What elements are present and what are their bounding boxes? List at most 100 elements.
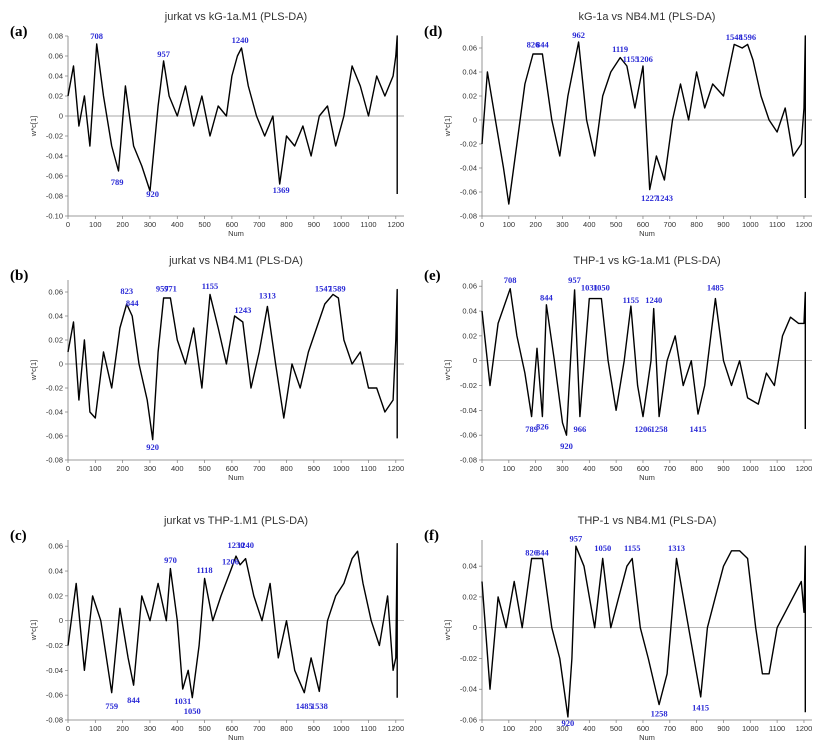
chart-b-xtick-label: 100 xyxy=(89,464,102,473)
chart-b-ytick-label: -0.06 xyxy=(46,432,63,441)
chart-b-annotation: 971 xyxy=(164,283,177,293)
chart-f-xtick-label: 1200 xyxy=(796,724,813,733)
chart-b-xtick-label: 1100 xyxy=(360,464,376,473)
chart-c-annotation: 1118 xyxy=(197,565,213,575)
chart-e-annotation: 1206 xyxy=(634,424,651,434)
chart-c-annotation: 1206 xyxy=(222,556,239,566)
chart-e-xtick-label: 0 xyxy=(480,464,484,473)
chart-b-xtick-label: 800 xyxy=(280,464,293,473)
chart-e-xtick-label: 300 xyxy=(556,464,569,473)
chart-c-xlabel: Num xyxy=(228,733,244,742)
chart-c-annotation: 1031 xyxy=(174,696,191,706)
chart-c-xtick-label: 500 xyxy=(198,724,211,733)
chart-b-xtick-label: 400 xyxy=(171,464,184,473)
chart-a-ytick-label: -0.06 xyxy=(46,172,63,181)
chart-a-ytick-label: 0.04 xyxy=(48,72,63,81)
chart-c-panel-label: (c) xyxy=(10,528,27,544)
chart-f-annotation: 1155 xyxy=(624,543,641,553)
chart-panel-f: (f) THP-1 vs NB4.M1 (PLS-DA) -0.06 -0.04 -0.… xyxy=(420,510,822,747)
chart-d-xtick-label: 700 xyxy=(664,220,677,229)
chart-e-ytick-label: 0.04 xyxy=(462,307,477,316)
chart-f-xtick-label: 800 xyxy=(690,724,703,733)
chart-a-annotation: 1240 xyxy=(232,35,249,45)
chart-a-xtick-label: 600 xyxy=(226,220,239,229)
chart-f-annotation: 1050 xyxy=(594,543,611,553)
chart-a-ytick-label: -0.02 xyxy=(46,132,63,141)
chart-c-xtick-label: 900 xyxy=(308,724,321,733)
chart-e-series-line-0 xyxy=(481,288,806,436)
chart-d-annotation: 844 xyxy=(536,39,550,49)
chart-e-ytick-label: 0 xyxy=(473,356,477,365)
chart-b-ytick-label: 0.04 xyxy=(48,312,63,321)
chart-b-annotation: 823 xyxy=(120,286,133,296)
chart-f-xtick-label: 700 xyxy=(664,724,677,733)
chart-b-xtick-label: 1000 xyxy=(333,464,350,473)
chart-d-ytick-label: -0.04 xyxy=(460,164,477,173)
chart-e-xlabel: Num xyxy=(639,473,655,482)
chart-f-xtick-label: 600 xyxy=(637,724,650,733)
chart-f-ytick-label: 0.04 xyxy=(462,562,477,571)
chart-f-xtick-label: 0 xyxy=(480,724,484,733)
chart-panel-c: (c) jurkat vs THP-1.M1 (PLS-DA) -0.08 -0.06… xyxy=(6,510,414,747)
chart-d-xtick-label: 800 xyxy=(690,220,703,229)
chart-f-series-line-0 xyxy=(481,545,806,718)
chart-d-xtick-label: 200 xyxy=(529,220,542,229)
chart-b-ytick-label: -0.04 xyxy=(46,408,63,417)
chart-b-xtick-label: 500 xyxy=(198,464,211,473)
chart-panel-e: (e) THP-1 vs kG-1a.M1 (PLS-DA) -0.08 -0.06 -… xyxy=(420,250,822,487)
chart-c-title: jurkat vs THP-1.M1 (PLS-DA) xyxy=(163,515,308,527)
chart-a-ytick-label: 0 xyxy=(59,112,63,121)
chart-e-ytick-label: -0.06 xyxy=(460,431,477,440)
chart-a-xtick-label: 900 xyxy=(308,220,321,229)
chart-c-xtick-label: 800 xyxy=(280,724,293,733)
chart-c-xtick-label: 1200 xyxy=(387,724,404,733)
chart-c-ytick-label: -0.02 xyxy=(46,641,63,650)
chart-f-annotation: 920 xyxy=(561,718,574,728)
chart-e-ytick-label: -0.08 xyxy=(460,456,477,465)
chart-a-xtick-label: 0 xyxy=(66,220,70,229)
chart-a-title: jurkat vs kG-1a.M1 (PLS-DA) xyxy=(164,11,307,23)
chart-a-xtick-label: 700 xyxy=(253,220,266,229)
chart-d-ytick-label: 0 xyxy=(473,116,477,125)
chart-f-annotation: 826 xyxy=(525,547,538,557)
chart-c-annotation: 970 xyxy=(164,555,177,565)
chart-d-xtick-label: 300 xyxy=(556,220,569,229)
chart-panel-a: (a) jurkat vs kG-1a.M1 (PLS-DA) -0.10 -0.08… xyxy=(6,6,414,243)
chart-a-annotation: 789 xyxy=(111,177,124,187)
chart-a-annotation: 957 xyxy=(157,49,171,59)
chart-c-ytick-label: 0 xyxy=(59,616,63,625)
chart-e-ytick-label: 0.06 xyxy=(462,282,477,291)
chart-d-ytick-label: -0.06 xyxy=(460,188,477,197)
chart-a-annotation: 708 xyxy=(90,31,103,41)
chart-e-xtick-label: 1200 xyxy=(796,464,813,473)
chart-c-ytick-label: -0.08 xyxy=(46,716,63,725)
chart-e-title: THP-1 vs kG-1a.M1 (PLS-DA) xyxy=(573,255,720,267)
chart-c-annotation: 1050 xyxy=(184,706,201,716)
chart-svg-d: (d) kG-1a vs NB4.M1 (PLS-DA) -0.08 -0.06 -0.… xyxy=(424,11,812,238)
chart-e-xtick-label: 900 xyxy=(717,464,730,473)
chart-e-annotation: 966 xyxy=(574,424,587,434)
chart-d-annotation: 826 xyxy=(527,39,540,49)
chart-c-ytick-label: -0.04 xyxy=(46,666,63,675)
chart-e-annotation: 844 xyxy=(540,293,554,303)
chart-d-annotation: 1155 xyxy=(623,54,640,64)
chart-panel-d: (d) kG-1a vs NB4.M1 (PLS-DA) -0.08 -0.06 -0.… xyxy=(420,6,822,243)
chart-d-ytick-label: -0.08 xyxy=(460,212,477,221)
chart-c-annotation: 1485 xyxy=(296,701,313,711)
chart-d-annotation: 1119 xyxy=(612,44,628,54)
chart-f-ytick-label: -0.02 xyxy=(460,654,477,663)
chart-d-annotation: 1243 xyxy=(656,193,673,203)
chart-c-xtick-label: 1000 xyxy=(333,724,350,733)
chart-a-xtick-label: 200 xyxy=(116,220,129,229)
chart-f-xtick-label: 300 xyxy=(556,724,569,733)
chart-c-annotation: 844 xyxy=(127,695,141,705)
chart-f-xtick-label: 100 xyxy=(503,724,516,733)
chart-a-xtick-label: 400 xyxy=(171,220,184,229)
chart-e-xtick-label: 100 xyxy=(503,464,516,473)
chart-a-xtick-label: 300 xyxy=(144,220,157,229)
chart-e-annotation: 1155 xyxy=(623,295,640,305)
chart-c-ytick-label: -0.06 xyxy=(46,691,63,700)
chart-d-xtick-label: 500 xyxy=(610,220,623,229)
chart-c-xtick-label: 200 xyxy=(116,724,129,733)
chart-b-annotation: 1313 xyxy=(259,291,276,301)
